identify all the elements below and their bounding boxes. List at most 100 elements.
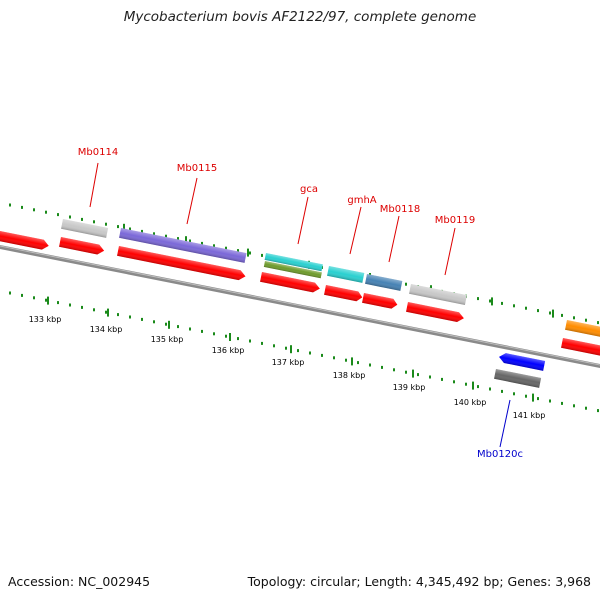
- cds-arrow[interactable]: [0, 228, 50, 251]
- cds-arrow[interactable]: [59, 237, 105, 256]
- minor-tick: [153, 232, 155, 236]
- scale-label: 133 kbp: [29, 315, 62, 324]
- gene-labels: Mb0114 Mb0115 gca gmhA Mb0118 Mb0119 Mb0…: [78, 147, 523, 460]
- minor-tick: [261, 253, 263, 257]
- genome-summary-text: Topology: circular; Length: 4,345,492 bp…: [247, 574, 591, 589]
- gene-block[interactable]: [264, 253, 323, 272]
- gene-block[interactable]: [119, 228, 247, 263]
- minor-tick: [369, 363, 371, 367]
- gene-label[interactable]: Mb0120c: [477, 449, 523, 460]
- minor-tick: [45, 210, 47, 214]
- minor-tick: [33, 208, 35, 212]
- cds-arrow[interactable]: [117, 246, 246, 281]
- gene-label[interactable]: gmhA: [347, 195, 376, 206]
- minor-tick: [525, 394, 527, 398]
- minor-tick: [21, 293, 23, 297]
- minor-tick: [441, 377, 443, 381]
- minor-tick: [585, 406, 587, 410]
- major-tick: [351, 357, 353, 366]
- gene-label[interactable]: gca: [300, 184, 318, 195]
- cds-arrow[interactable]: [362, 293, 398, 310]
- cds-arrow[interactable]: [324, 285, 363, 302]
- minor-tick: [93, 308, 95, 312]
- minor-tick: [393, 368, 395, 372]
- major-tick: [290, 345, 292, 354]
- gene-block-reverse[interactable]: [494, 369, 542, 388]
- minor-tick: [117, 313, 119, 317]
- gene-label[interactable]: Mb0114: [78, 147, 118, 158]
- gene-label[interactable]: Mb0115: [177, 163, 217, 174]
- major-tick: [47, 296, 49, 305]
- major-tick: [107, 308, 109, 317]
- accession-text: Accession: NC_002945: [8, 574, 151, 589]
- major-tick: [168, 320, 170, 329]
- minor-tick: [225, 246, 227, 250]
- major-tick: [532, 393, 534, 402]
- scale-label: 136 kbp: [212, 346, 245, 355]
- major-tick: [123, 223, 125, 232]
- minor-tick: [345, 358, 347, 362]
- major-tick: [185, 236, 187, 245]
- minor-tick: [213, 332, 215, 336]
- minor-tick: [501, 389, 503, 393]
- gene-block[interactable]: [327, 266, 365, 283]
- gene-label[interactable]: Mb0119: [435, 215, 475, 226]
- minor-tick: [297, 349, 299, 353]
- minor-tick: [201, 241, 203, 245]
- minor-tick: [129, 227, 131, 231]
- minor-tick: [249, 339, 251, 343]
- minor-tick: [477, 297, 479, 301]
- minor-tick: [213, 244, 215, 248]
- minor-tick: [225, 334, 227, 338]
- cds-arrow[interactable]: [561, 338, 600, 361]
- gene-block[interactable]: [263, 261, 322, 279]
- major-tick: [247, 248, 249, 257]
- minor-tick: [465, 382, 467, 386]
- minor-tick: [69, 303, 71, 307]
- gene-block[interactable]: [565, 320, 600, 342]
- minor-tick: [141, 229, 143, 233]
- minor-tick: [201, 329, 203, 333]
- minor-tick: [57, 301, 59, 305]
- minor-tick: [9, 291, 11, 295]
- minor-tick: [417, 373, 419, 377]
- minor-tick: [21, 205, 23, 209]
- cds-arrow[interactable]: [406, 302, 465, 323]
- minor-tick: [489, 299, 491, 303]
- minor-tick: [237, 249, 239, 253]
- minor-tick: [33, 296, 35, 300]
- genome-backbone: [0, 244, 600, 369]
- gene-block[interactable]: [365, 274, 403, 291]
- major-tick: [552, 309, 554, 318]
- cds-arrow-reverse[interactable]: [498, 352, 546, 371]
- minor-tick: [189, 327, 191, 331]
- minor-tick: [45, 298, 47, 302]
- major-tick: [472, 381, 474, 390]
- leader-line: [444, 227, 456, 276]
- minor-tick: [405, 370, 407, 374]
- minor-tick: [333, 356, 335, 360]
- minor-tick: [573, 404, 575, 408]
- leader-line: [186, 177, 198, 225]
- gene-block[interactable]: [409, 284, 467, 305]
- leader-line: [89, 162, 99, 208]
- minor-tick: [357, 361, 359, 365]
- minor-tick: [453, 380, 455, 384]
- minor-tick: [177, 325, 179, 329]
- minor-tick: [165, 322, 167, 326]
- scale-label: 141 kbp: [513, 411, 546, 420]
- gene-leaders: [89, 162, 511, 448]
- minor-tick: [177, 237, 179, 241]
- minor-tick: [93, 220, 95, 224]
- gene-label[interactable]: Mb0118: [380, 204, 420, 215]
- cds-arrow[interactable]: [260, 272, 321, 294]
- minor-tick: [273, 344, 275, 348]
- leader-line: [297, 196, 309, 245]
- minor-tick: [189, 239, 191, 243]
- gene-block[interactable]: [61, 219, 109, 238]
- feature-track: [0, 219, 600, 388]
- major-tick: [229, 333, 231, 341]
- major-tick: [412, 369, 414, 378]
- minor-tick: [513, 392, 515, 396]
